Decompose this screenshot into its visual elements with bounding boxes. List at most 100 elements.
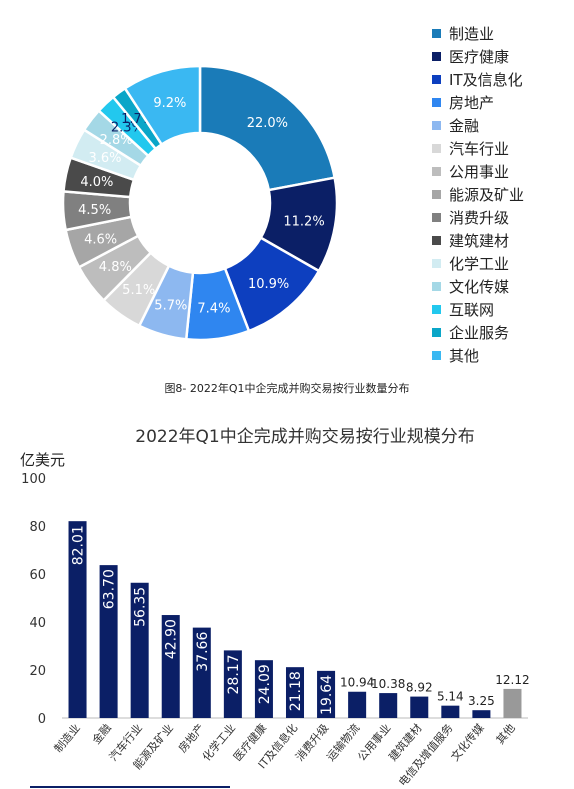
legend-label: 消费升级 [449,209,510,227]
legend-item: 制造业 [432,22,524,45]
legend-label: 互联网 [449,301,495,319]
legend-swatch [432,75,441,84]
donut-slice-label-3: 10.9% [248,277,289,292]
legend-label: 公用事业 [449,163,510,181]
bar-value-label: 24.09 [257,664,273,704]
bar-3 [130,582,149,718]
legend-swatch [432,328,441,337]
legend-swatch [432,351,441,360]
legend-label: 制造业 [449,25,495,43]
y-axis-unit-label: 亿美元 [20,451,66,469]
bottom-divider [30,786,230,788]
bar-4 [161,615,180,718]
legend-swatch [432,305,441,314]
y-tick-label: 20 [29,664,46,679]
donut-slice-label-11: 3.6% [88,151,121,166]
bar-6 [223,650,242,718]
legend-item: 互联网 [432,298,524,321]
bar-value-label: 63.70 [102,569,118,609]
legend-item: 消费升级 [432,206,524,229]
bar-2 [99,565,118,718]
donut-chart: 22.0% 11.2% 10.9% 7.4% 5.7%5.1% 4.8% 4.6% 4.5% 4… [61,64,339,342]
bar-chart: 02040608010082.01制造业63.70金融56.35汽车行业42.9… [21,472,529,786]
legend-item: 能源及矿业 [432,183,524,206]
legend-label: 企业服务 [449,324,510,342]
legend-item: IT及信息化 [432,68,524,91]
legend-item: 汽车行业 [432,137,524,160]
bar-value-label: 5.14 [437,690,464,704]
legend-label: 其他 [449,347,480,365]
bar-chart-title: 2022年Q1中企完成并购交易按行业规模分布 [135,427,475,447]
bar-14 [472,710,491,718]
legend-label: 化学工业 [449,255,510,273]
donut-legend: 制造业医疗健康 IT及信息化房地产金融汽车行业公用事业能源及矿业消费升级建筑建材化… [432,22,524,367]
bar-5 [192,627,211,718]
bar-value-label: 12.12 [495,673,529,687]
legend-swatch [432,259,441,268]
legend-swatch [432,98,441,107]
bar-value-label: 8.92 [406,681,433,695]
legend-label: 建筑建材 [449,232,510,250]
bar-value-label: 19.64 [319,675,335,715]
legend-item: 公用事业 [432,160,524,183]
donut-slice-15 [123,64,202,147]
bar-value-label: 28.17 [226,654,242,694]
legend-item: 建筑建材 [432,229,524,252]
legend-label: 汽车行业 [449,140,510,158]
y-tick-label: 0 [38,712,46,727]
donut-slice-label-2: 11.2% [283,215,324,230]
y-tick-label: 60 [29,568,46,583]
legend-label: IT及信息化 [449,71,523,89]
bar-value-label: 82.01 [71,525,87,565]
bar-value-label: 37.66 [195,632,211,672]
legend-swatch [432,144,441,153]
legend-item: 金融 [432,114,524,137]
legend-swatch [432,190,441,199]
y-tick-label: 80 [29,520,46,535]
donut-slice-label-7: 4.8% [99,260,132,275]
legend-item: 其他 [432,344,524,367]
x-category-label: 制造业 [51,721,83,755]
y-tick-label: 40 [29,616,46,631]
donut-slice-label-15: 9.2% [153,96,186,111]
bar-10 [348,691,367,718]
legend-item: 房地产 [432,91,524,114]
legend-item: 文化传媒 [432,275,524,298]
legend-label: 文化传媒 [449,278,510,296]
bar-value-label: 21.18 [288,671,304,711]
bar-15 [503,688,522,718]
legend-swatch [432,236,441,245]
legend-item: 化学工业 [432,252,524,275]
bar-value-label: 10.38 [371,677,405,691]
bar-8 [285,667,305,718]
bar-value-label: 42.90 [164,619,180,659]
legend-label: 医疗健康 [449,48,510,66]
bar-value-label: 10.94 [340,676,374,690]
x-category-label: 金融 [89,721,114,747]
donut-slice-label-9: 4.5% [78,203,111,218]
bar-13 [441,705,460,718]
x-category-label: 其他 [494,722,518,747]
legend-swatch [432,121,441,130]
bar-value-label: 56.35 [133,587,149,627]
bar-7 [254,660,273,718]
legend-swatch [432,167,441,176]
donut-slice-label-1: 22.0% [247,116,288,131]
legend-label: 金融 [449,117,480,135]
donut-slice-label-12: 2.8% [100,133,133,148]
donut-slice-1 [198,64,337,192]
donut-slice-label-6: 5.1% [122,283,155,298]
bar-12 [410,696,429,718]
legend-swatch [432,52,441,61]
y-tick-label: 100 [21,472,46,487]
donut-slice-label-10: 4.0% [80,175,113,190]
bar-9 [317,670,336,718]
bar-1 [68,521,87,718]
donut-slice-label-8: 4.6% [84,232,117,247]
legend-item: 医疗健康 [432,45,524,68]
legend-swatch [432,282,441,291]
legend-swatch [432,213,441,222]
legend-swatch [432,29,441,38]
x-category-label: 房地产 [175,721,207,755]
donut-slice-label-4: 7.4% [197,302,230,317]
